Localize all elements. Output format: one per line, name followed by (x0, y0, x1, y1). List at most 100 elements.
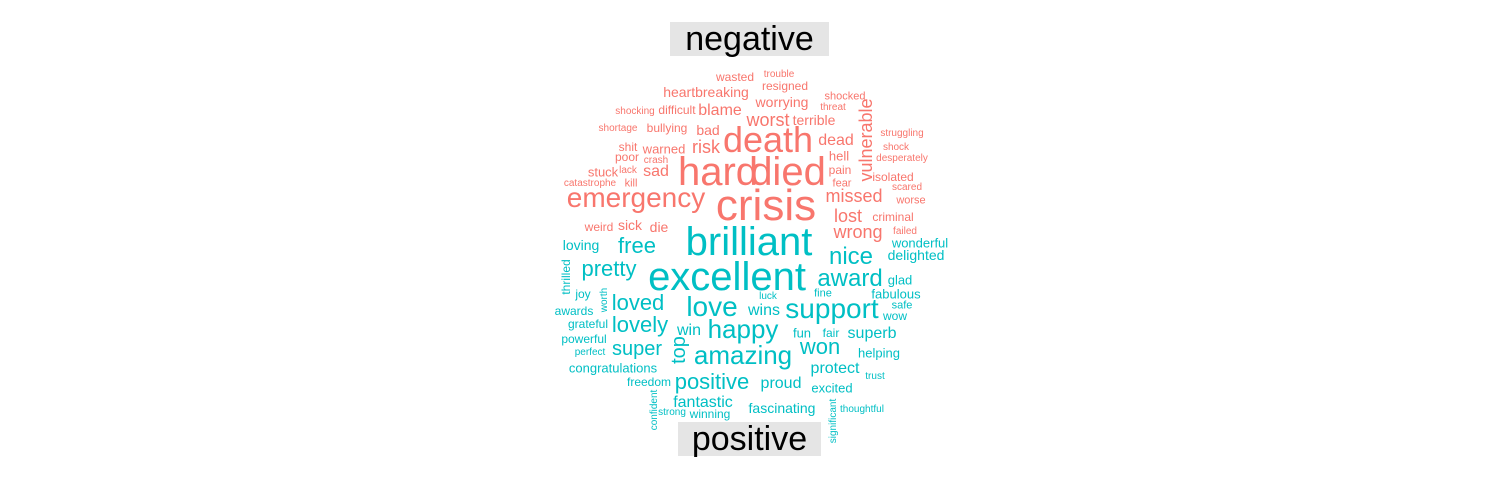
word-grateful: grateful (567, 317, 609, 331)
word-heartbreaking: heartbreaking (663, 84, 749, 100)
word-fine: fine (814, 287, 832, 300)
word-loved: loved (611, 290, 665, 315)
word-stuck: stuck (587, 164, 619, 180)
word-sick: sick (617, 217, 643, 233)
word-perfect: perfect (574, 347, 606, 358)
word-blame: blame (698, 102, 742, 119)
word-crisis: crisis (715, 181, 817, 230)
word-won: won (799, 334, 841, 359)
word-crash: crash (643, 155, 669, 166)
word-emergency: emergency (566, 182, 706, 213)
word-struggling: struggling (880, 128, 924, 139)
word-shocking: shocking (615, 106, 655, 117)
word-missed: missed (825, 186, 883, 206)
word-amazing: amazing (693, 340, 793, 370)
word-excellent: excellent (648, 255, 806, 299)
group-label-negative: negative (670, 22, 829, 56)
word-superb: superb (847, 325, 897, 342)
word-award: award (817, 265, 883, 292)
word-catastrophe: catastrophe (563, 178, 617, 189)
word-threat: threat (820, 102, 846, 113)
word-top: top (668, 336, 690, 364)
word-hell: hell (828, 148, 850, 164)
word-fun: fun (792, 325, 812, 341)
word-criminal: criminal (872, 210, 914, 224)
word-hard: hard (677, 150, 759, 194)
word-pretty: pretty (581, 256, 637, 281)
word-worth: worth (599, 287, 610, 313)
word-death: death (722, 119, 814, 160)
word-risk: risk (692, 137, 720, 157)
word-desperately: desperately (876, 153, 928, 164)
word-fear: fear (832, 177, 852, 190)
word-winning: winning (689, 407, 731, 421)
word-proud: proud (760, 375, 802, 392)
word-love: love (686, 291, 738, 322)
word-lack: lack (619, 165, 637, 176)
word-wow: wow (882, 309, 908, 323)
word-strong: strong (658, 407, 686, 418)
word-loving: loving (562, 237, 600, 253)
word-brilliant: brilliant (685, 220, 813, 264)
word-congratulations: congratulations (568, 360, 658, 376)
word-joy: joy (575, 287, 591, 301)
word-isolated: isolated (872, 170, 914, 184)
word-bullying: bullying (646, 121, 688, 135)
group-label-positive: positive (678, 422, 821, 456)
word-weird: weird (584, 220, 614, 234)
word-trouble: trouble (763, 69, 795, 80)
word-protect: protect (810, 360, 860, 377)
word-lovely: lovely (611, 312, 669, 337)
word-died: died (750, 150, 826, 194)
word-bad: bad (696, 122, 720, 138)
word-positive: positive (674, 369, 750, 394)
word-worse: worse (896, 194, 926, 207)
word-excited: excited (811, 380, 853, 396)
word-helping: helping (858, 345, 900, 361)
word-shit: shit (618, 140, 638, 154)
word-difficult: difficult (658, 103, 696, 117)
word-terrible: terrible (792, 112, 836, 128)
word-kill: kill (624, 177, 638, 190)
word-thoughtful: thoughtful (840, 404, 884, 415)
word-lost: lost (833, 206, 863, 226)
word-warned: warned (642, 141, 686, 157)
word-nice: nice (828, 243, 874, 270)
word-resigned: resigned (761, 79, 809, 93)
word-awards: awards (554, 304, 594, 318)
word-support: support (785, 293, 879, 324)
word-die: die (649, 219, 669, 235)
word-fair: fair (822, 326, 840, 340)
word-wonderful: wonderful (891, 235, 949, 251)
word-worrying: worrying (755, 94, 809, 110)
word-trust: trust (865, 371, 885, 382)
word-wrong: wrong (833, 222, 883, 242)
word-happy: happy (707, 314, 779, 344)
word-free: free (618, 233, 656, 258)
word-poor: poor (614, 150, 640, 164)
word-fabulous: fabulous (871, 286, 921, 302)
word-wasted: wasted (715, 70, 755, 84)
word-scared: scared (891, 182, 923, 193)
word-significant: significant (828, 398, 839, 444)
word-shortage: shortage (598, 123, 638, 134)
word-thrilled: thrilled (559, 259, 573, 295)
word-safe: safe (891, 299, 913, 312)
word-fantastic: fantastic (673, 394, 733, 411)
word-worst: worst (746, 110, 790, 130)
word-glad: glad (887, 272, 913, 288)
word-failed: failed (893, 226, 917, 237)
word-powerful: powerful (561, 332, 607, 346)
word-super: super (611, 338, 663, 360)
word-win: win (676, 322, 702, 339)
word-luck: luck (759, 291, 777, 302)
word-wins: wins (747, 302, 781, 319)
word-delighted: delighted (887, 247, 945, 263)
word-pain: pain (828, 163, 852, 177)
word-shocked: shocked (824, 90, 866, 103)
word-dead: dead (818, 132, 854, 149)
word-freedom: freedom (626, 375, 672, 389)
word-sad: sad (643, 163, 669, 180)
word-shock: shock (882, 142, 910, 153)
